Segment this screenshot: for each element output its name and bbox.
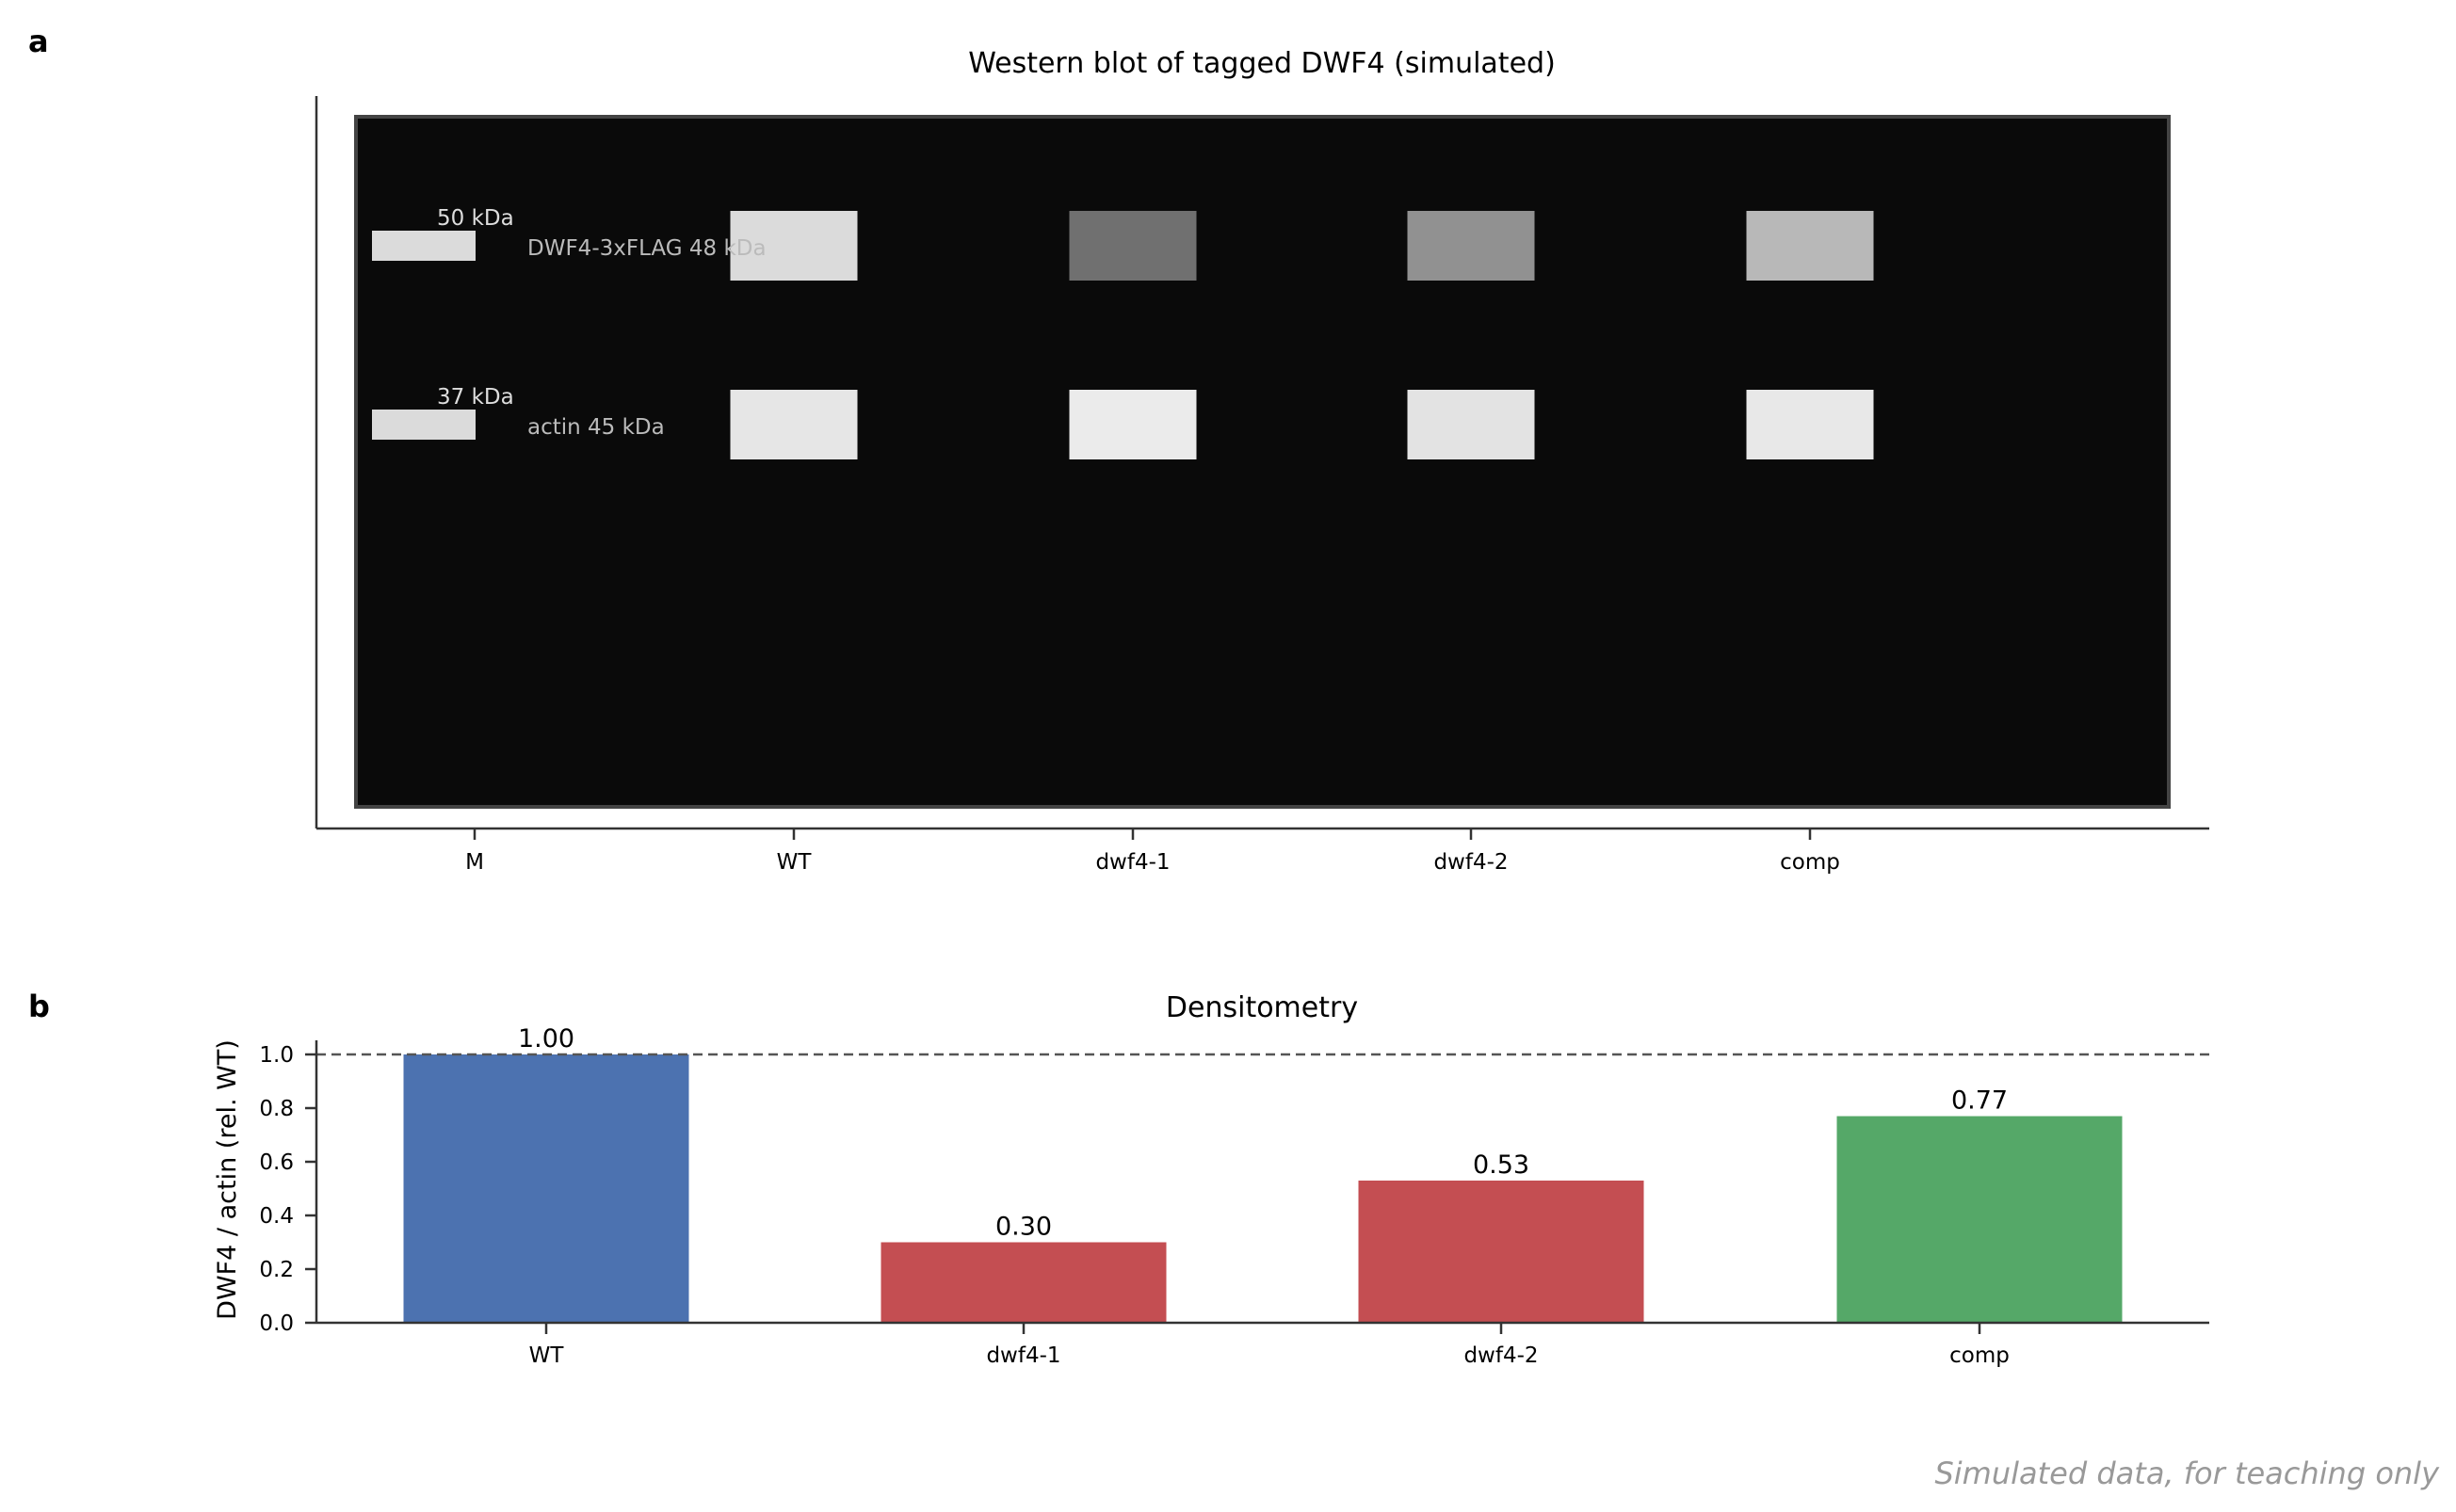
bar-value-label: 0.30 [995,1213,1052,1242]
band-actin-dwf4-2 [1407,390,1535,459]
bar-value-label: 0.53 [1473,1150,1529,1180]
bar-value-label: 0.77 [1951,1086,2008,1116]
band-dwf4-3xflag-dwf4-1 [1069,211,1197,281]
blot-bands [372,211,1874,459]
bar-y-tick-label: 1.0 [259,1043,294,1068]
blot-title: Western blot of tagged DWF4 (simulated) [968,47,1556,80]
band-dwf4-3xflag-wt [730,211,858,281]
bar-comp [1836,1116,2123,1323]
bar-y-tick-label: 0.2 [259,1258,294,1282]
bar-x-tick-label: dwf4-1 [986,1343,1060,1368]
marker-label-50kda: 50 kDa [437,206,514,231]
marker-label-37kda: 37 kDa [437,385,514,410]
bar-value-label: 1.00 [518,1024,574,1054]
band-dwf4-3xflag-comp [1746,211,1874,281]
densitometry-panel: Densitometry DWF4 / actin (rel. WT) 0.00… [213,991,2209,1368]
bar-dwf4-2 [1358,1180,1644,1323]
bar-x-ticks: WT dwf4-1 dwf4-2 comp [529,1323,2010,1368]
blot-lane-ticks: M WT dwf4-1 dwf4-2 comp [465,828,1840,875]
band-dwf4-3xflag-m [372,231,476,261]
band-actin-wt [730,390,858,459]
bar-y-tick-label: 0.8 [259,1097,294,1121]
row-label-actin: actin 45 kDa [527,415,665,440]
band-actin-m [372,410,476,440]
blot-lane-label: dwf4-2 [1433,850,1508,875]
bar-y-tick-label: 0.0 [259,1311,294,1336]
blot-lane-label: M [465,850,484,875]
bar-x-tick-label: dwf4-2 [1463,1343,1538,1368]
bar-series: 1.00 0.30 0.53 0.77 [403,1024,2123,1323]
band-actin-dwf4-1 [1069,390,1197,459]
bar-wt [403,1054,689,1323]
blot-lane-label: dwf4-1 [1095,850,1170,875]
row-label-dwf4: DWF4-3xFLAG 48 kDa [527,236,767,261]
bar-y-ticks: 0.0 0.2 0.4 0.6 0.8 1.0 [259,1043,316,1336]
panel-label-a: a [28,24,49,59]
blot-panel: Western blot of tagged DWF4 (simulated) … [315,47,2209,875]
band-dwf4-3xflag-dwf4-2 [1407,211,1535,281]
bar-x-tick-label: WT [529,1343,565,1368]
bar-y-tick-label: 0.4 [259,1204,294,1229]
blot-lane-label: comp [1780,850,1840,875]
bar-dwf4-1 [881,1242,1167,1323]
blot-lane-label: WT [777,850,813,875]
bar-x-tick-label: comp [1949,1343,2010,1368]
panel-label-b: b [28,989,50,1024]
footer-note: Simulated data, for teaching only [1934,1456,2440,1491]
band-actin-comp [1746,390,1874,459]
bar-title: Densitometry [1166,991,1358,1024]
bar-y-tick-label: 0.6 [259,1150,294,1175]
bar-y-axis-label: DWF4 / actin (rel. WT) [213,1039,242,1320]
blot-gel [354,115,2171,809]
